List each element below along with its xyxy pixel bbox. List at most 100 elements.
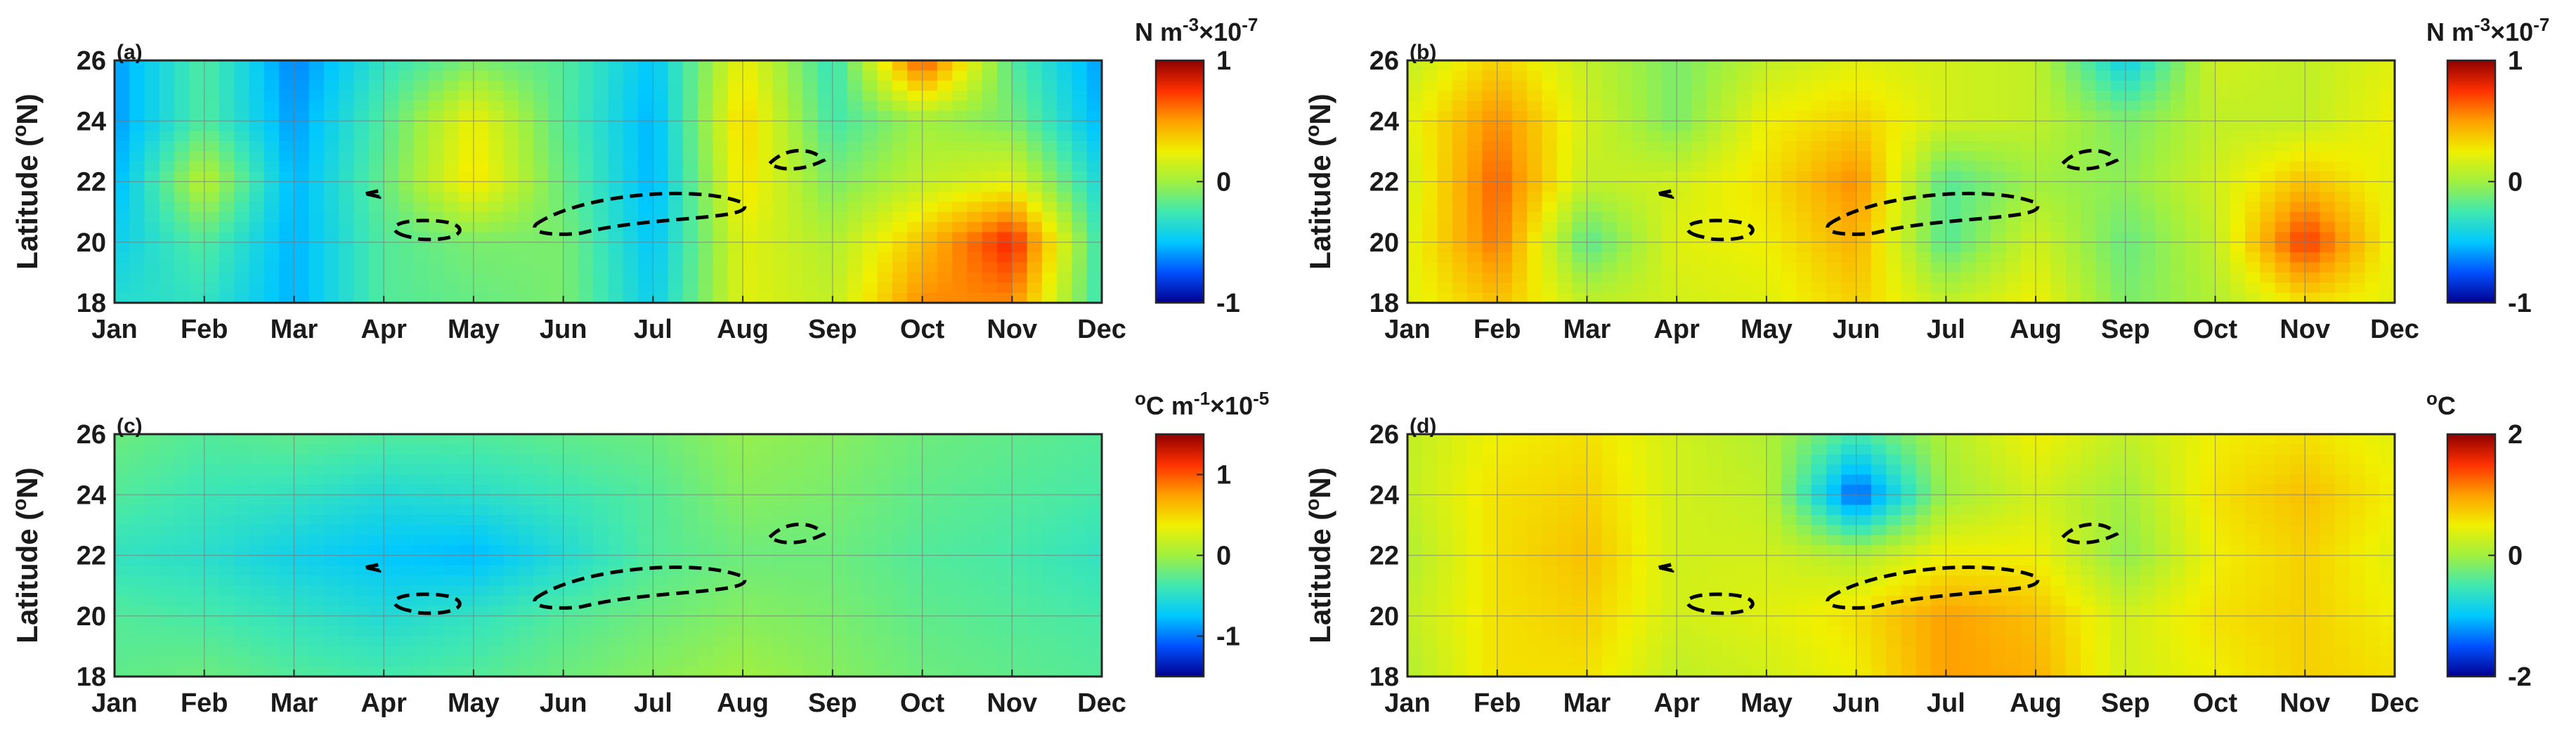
heat-cell: [1901, 252, 1917, 263]
heat-cell: [1556, 151, 1573, 162]
heat-cell: [1931, 110, 1947, 122]
heat-cell: [174, 141, 190, 152]
heat-cell: [115, 474, 130, 485]
heat-cell: [608, 585, 624, 596]
heat-cell: [458, 454, 474, 465]
heat-cell: [2020, 60, 2036, 72]
heat-cell: [1646, 161, 1663, 172]
heat-cell: [2364, 70, 2381, 81]
heat-cell: [384, 504, 400, 516]
heat-cell: [1886, 80, 1902, 91]
heat-cell: [877, 131, 893, 142]
heat-cell: [832, 70, 848, 81]
heat-cell: [638, 272, 654, 283]
heat-cell: [1736, 161, 1752, 172]
heat-cell: [2125, 151, 2141, 162]
heat-cell: [653, 555, 669, 566]
heat-cell: [159, 464, 175, 476]
heat-cell: [2305, 272, 2321, 283]
heat-cell: [877, 252, 893, 263]
heat-cell: [832, 615, 848, 627]
heat-cell: [1086, 444, 1102, 455]
heat-cell: [1617, 110, 1633, 122]
heat-cell: [922, 565, 938, 576]
heat-cell: [1012, 292, 1028, 303]
heat-cell: [339, 615, 355, 627]
heat-cell: [1946, 60, 1962, 72]
x-tick-label: Jan: [91, 315, 137, 344]
heat-cell: [713, 656, 729, 667]
heat-cell: [1811, 282, 1827, 294]
heat-cell: [1796, 191, 1812, 202]
heat-cell: [1677, 262, 1693, 273]
heat-cell: [129, 504, 145, 516]
heat-cell: [1086, 545, 1102, 556]
heat-cell: [219, 515, 235, 526]
heat-cell: [1556, 181, 1573, 192]
heat-cell: [1931, 131, 1947, 142]
heat-cell: [115, 211, 130, 223]
heat-cell: [2245, 161, 2261, 172]
heat-cell: [234, 292, 250, 303]
heat-cell: [772, 666, 788, 677]
heat-cell: [533, 434, 549, 445]
heat-cell: [2140, 181, 2157, 192]
colorbar-tick-label: 1: [1216, 46, 1231, 76]
heat-cell: [1437, 242, 1453, 253]
heat-cell: [2275, 131, 2291, 142]
heat-cell: [563, 151, 579, 162]
heat-cell: [264, 60, 280, 72]
heat-cell: [862, 60, 878, 72]
heat-cell: [1512, 272, 1528, 283]
heat-cell: [1422, 606, 1438, 617]
heat-cell: [1041, 121, 1058, 132]
heat-cell: [368, 252, 384, 263]
heat-cell: [682, 515, 698, 526]
heat-cell: [339, 151, 355, 162]
heat-cell: [2170, 181, 2186, 192]
heat-cell: [772, 110, 788, 122]
heat-cell: [503, 525, 519, 536]
heat-cell: [578, 626, 594, 637]
heat-cell: [518, 495, 534, 506]
heat-cell: [967, 70, 983, 81]
heat-cell: [937, 222, 953, 233]
heat-cell: [862, 636, 878, 647]
heat-cell: [2200, 181, 2216, 192]
heat-cell: [996, 70, 1013, 81]
heat-cell: [1012, 70, 1028, 81]
heat-cell: [1407, 515, 1423, 526]
heat-cell: [2260, 202, 2276, 213]
heat-cell: [2230, 60, 2246, 72]
heat-cell: [189, 161, 205, 172]
heat-cell: [548, 100, 564, 112]
heat-cell: [1931, 70, 1947, 81]
heat-cell: [129, 565, 145, 576]
heat-cell: [2305, 222, 2321, 233]
heat-cell: [653, 91, 669, 102]
heat-cell: [772, 464, 788, 476]
heat-cell: [1422, 504, 1438, 516]
heat-cell: [922, 121, 938, 132]
heat-cell: [608, 202, 624, 213]
heat-cell: [174, 444, 190, 455]
heat-cell: [623, 434, 639, 445]
heat-cell: [189, 181, 205, 192]
heat-cell: [2125, 91, 2141, 102]
heat-cell: [384, 222, 400, 233]
heat-cell: [1057, 151, 1073, 162]
heat-cell: [1646, 222, 1663, 233]
heat-cell: [473, 211, 489, 223]
heat-cell: [413, 262, 429, 273]
heat-cell: [1482, 161, 1498, 172]
heat-cell: [817, 545, 833, 556]
heat-cell: [308, 626, 325, 637]
heat-cell: [204, 80, 220, 91]
heat-cell: [1422, 242, 1438, 253]
heat-cell: [159, 615, 175, 627]
heat-cell: [2020, 252, 2036, 263]
heat-cell: [1587, 141, 1603, 152]
heat-cell: [847, 211, 864, 223]
heat-cell: [1527, 141, 1543, 152]
heat-cell: [234, 91, 250, 102]
